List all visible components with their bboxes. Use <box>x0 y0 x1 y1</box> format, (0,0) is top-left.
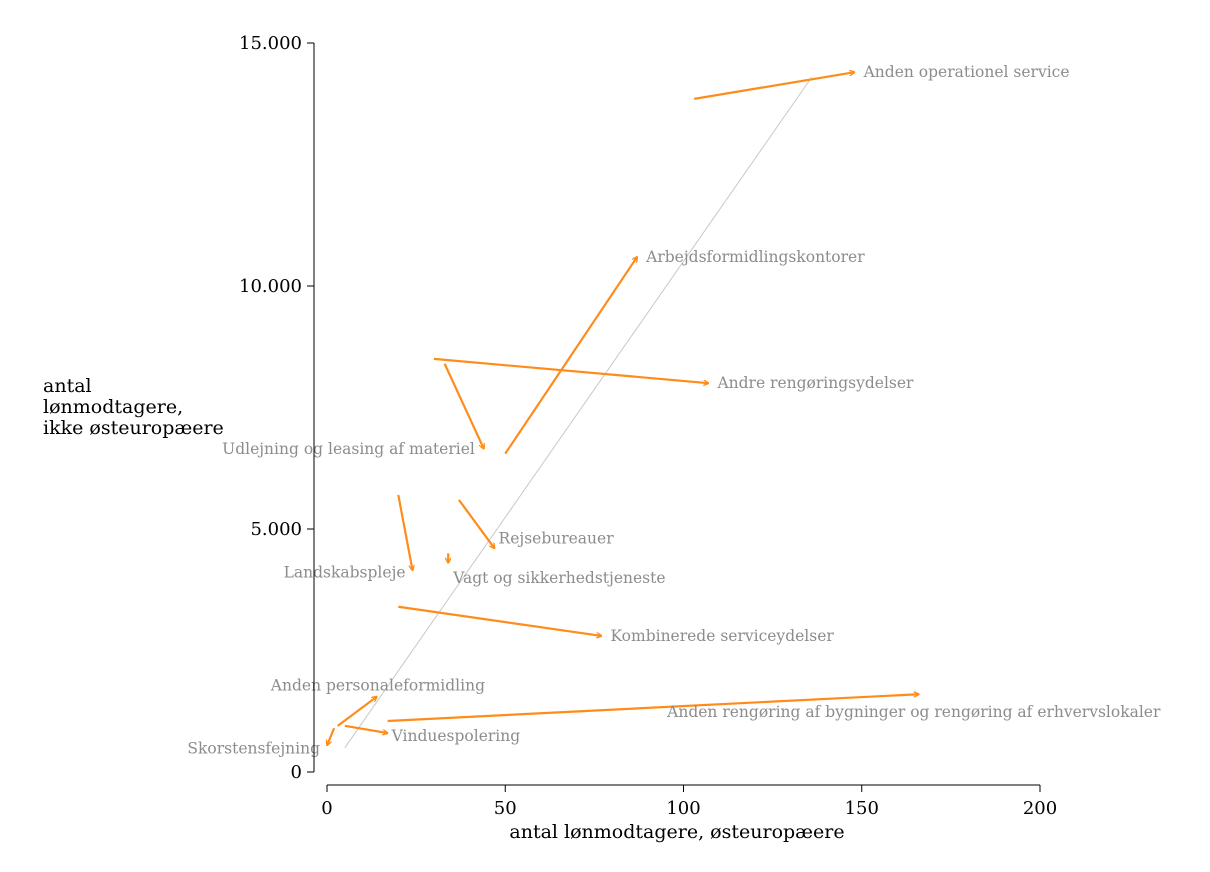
x-tick-label: 100 <box>666 798 700 819</box>
arrow-label-anden-personaleformidling: Anden personaleformidling <box>270 677 485 695</box>
arrow-andre-rengøringsydelser <box>433 357 709 383</box>
y-axis-title-line-1: antal <box>43 375 92 397</box>
arrow-label-vagt-og-sikkerhedstjeneste: Vagt og sikkerhedstjeneste <box>452 569 665 587</box>
arrow-vinduespolering <box>344 724 388 733</box>
x-axis-title: antal lønmodtagere, østeuropæere <box>509 821 844 843</box>
y-tick-label: 5.000 <box>250 519 302 540</box>
arrow-label-anden-rengøring-af-bygninger-og-rengøring-af-erhvervslokaler: Anden rengøring af bygninger og rengørin… <box>666 703 1161 721</box>
arrow-anden-rengøring-af-bygninger-og-rengøring-af-erhvervslokaler <box>387 694 919 723</box>
x-tick-label: 200 <box>1023 798 1057 819</box>
arrow-label-andre-rengøringsydelser: Andre rengøringsydelser <box>716 374 914 392</box>
arrow-udlejning-og-leasing-af-materiel <box>443 363 484 449</box>
arrow-label-rejsebureauer: Rejsebureauer <box>499 529 615 547</box>
arrow-landskabspleje <box>397 494 412 570</box>
arrow-label-arbejdsformidlingskontorer: Arbejdsformidlingskontorer <box>645 248 865 266</box>
arrow-label-kombinerede-serviceydelser: Kombinerede serviceydelser <box>611 627 835 645</box>
arrow-label-udlejning-og-leasing-af-materiel: Udlejning og leasing af materiel <box>222 440 475 458</box>
x-tick-label: 0 <box>321 798 332 819</box>
x-axis: 0 50 100 150 200 <box>321 784 1057 819</box>
arrow-arbejdsformidlingskontorer <box>504 257 637 455</box>
arrow-anden-operationel-service <box>694 72 854 100</box>
arrow-label-landskabspleje: Landskabspleje <box>284 563 406 581</box>
arrow-label-skorstensfejning: Skorstensfejning <box>187 739 320 757</box>
arrow-rejsebureauer <box>458 499 495 549</box>
arrow-label-anden-operationel-service: Anden operationel service <box>863 63 1070 81</box>
y-axis-title-line-3: ikke østeuropæere <box>43 417 224 439</box>
y-tick-label: 10.000 <box>239 276 302 297</box>
arrow-label-vinduespolering: Vinduespolering <box>391 727 521 745</box>
plot-area: Anden operationel service Arbejdsformidli… <box>187 63 1161 757</box>
y-axis: 0 5.000 10.000 15.000 <box>239 33 315 783</box>
arrow-anden-personaleformidling <box>337 697 377 727</box>
y-axis-title: antal lønmodtagere, ikke østeuropæere <box>43 375 224 439</box>
y-axis-title-line-2: lønmodtagere, <box>43 396 183 418</box>
x-tick-label: 50 <box>494 798 517 819</box>
arrow-kombinerede-serviceydelser <box>398 605 601 636</box>
y-tick-label: 0 <box>291 762 302 783</box>
arrow-skorstensfejning <box>327 727 336 745</box>
x-tick-label: 150 <box>845 798 879 819</box>
y-tick-label: 15.000 <box>239 33 302 54</box>
reference-line <box>344 76 813 748</box>
